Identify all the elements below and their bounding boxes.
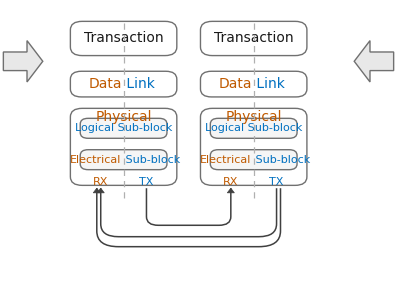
Polygon shape [227,188,234,193]
FancyBboxPatch shape [200,21,307,56]
Text: Logical Sub-block: Logical Sub-block [75,123,172,133]
FancyBboxPatch shape [200,71,307,97]
Text: Sub-block: Sub-block [252,155,310,165]
FancyBboxPatch shape [210,150,297,170]
FancyBboxPatch shape [70,71,177,97]
FancyBboxPatch shape [200,108,307,185]
Polygon shape [97,188,104,193]
Text: Link: Link [252,77,285,91]
Text: Transaction: Transaction [214,31,293,46]
Text: Physical: Physical [225,110,282,124]
Text: Data: Data [88,77,121,91]
Text: Logical Sub-block: Logical Sub-block [205,123,303,133]
Text: Link: Link [121,77,154,91]
FancyBboxPatch shape [70,21,177,56]
Text: TX: TX [139,177,154,187]
FancyBboxPatch shape [210,118,297,138]
Polygon shape [354,41,394,82]
Text: Sub-block: Sub-block [121,155,180,165]
FancyBboxPatch shape [80,118,167,138]
Polygon shape [93,188,100,193]
Polygon shape [3,41,43,82]
FancyBboxPatch shape [80,150,167,170]
Text: Electrical: Electrical [200,155,252,165]
Text: Transaction: Transaction [84,31,164,46]
FancyBboxPatch shape [70,108,177,185]
Text: Physical: Physical [95,110,152,124]
Text: Electrical: Electrical [70,155,121,165]
Text: Data: Data [218,77,252,91]
Text: RX: RX [223,177,239,187]
Text: TX: TX [270,177,284,187]
Text: RX: RX [93,177,108,187]
